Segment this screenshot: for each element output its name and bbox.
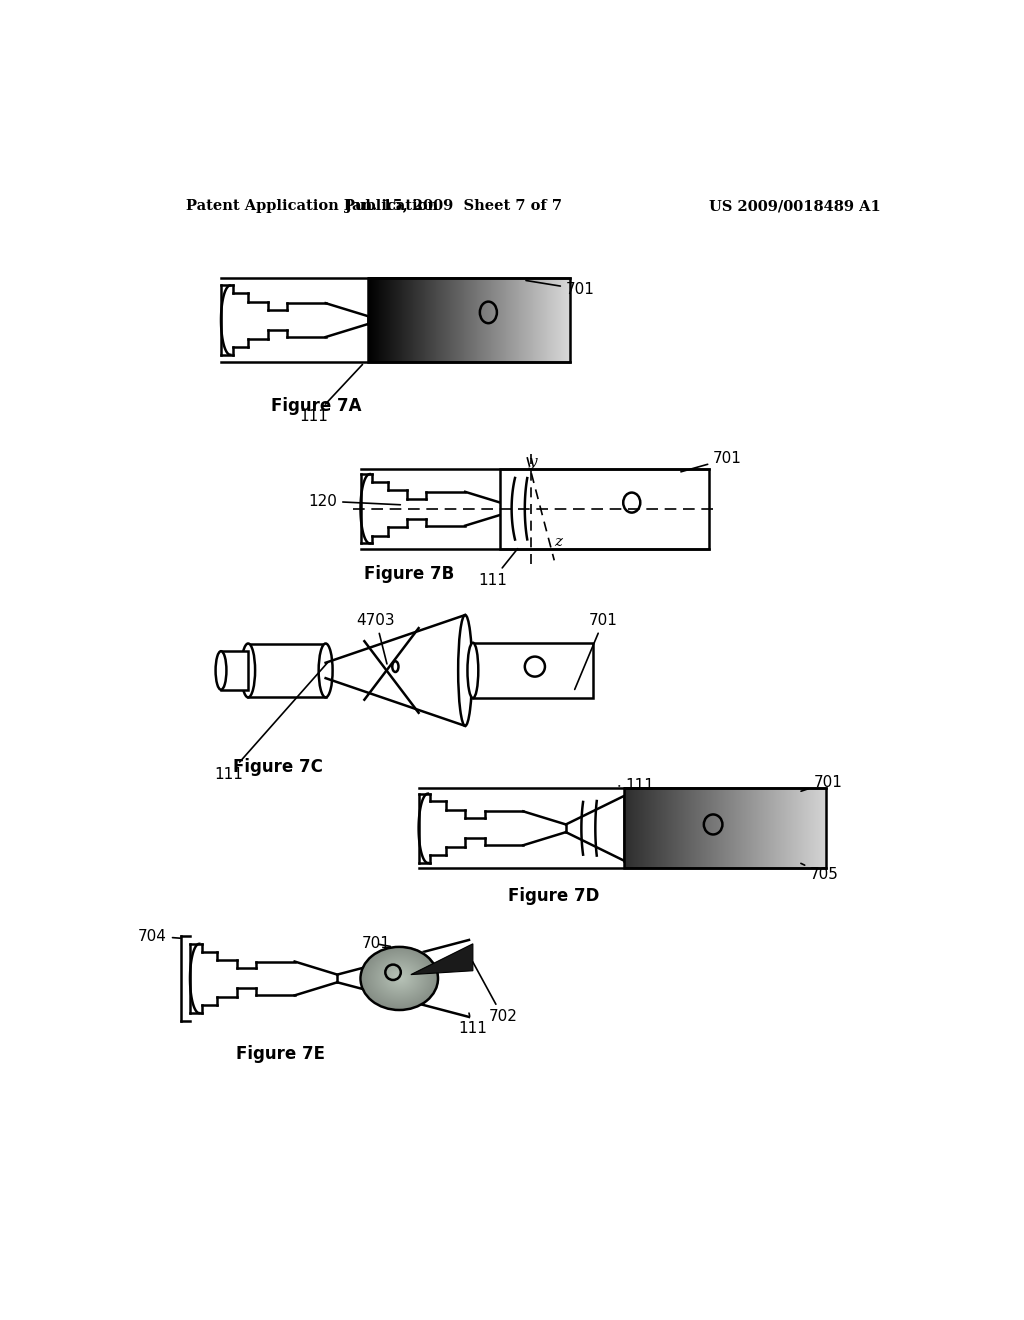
Ellipse shape — [241, 644, 255, 697]
Ellipse shape — [467, 643, 478, 698]
Text: Jan. 15, 2009  Sheet 7 of 7: Jan. 15, 2009 Sheet 7 of 7 — [345, 199, 562, 213]
Bar — [624, 788, 825, 869]
Text: y: y — [528, 455, 537, 470]
Text: 701: 701 — [526, 281, 595, 297]
Text: 4703: 4703 — [356, 612, 395, 664]
Text: 705: 705 — [801, 863, 839, 882]
Bar — [221, 651, 248, 689]
Text: US 2009/0018489 A1: US 2009/0018489 A1 — [709, 199, 881, 213]
Text: Figure 7D: Figure 7D — [508, 887, 599, 906]
Text: Figure 7B: Figure 7B — [365, 565, 455, 583]
Text: 111: 111 — [459, 1014, 487, 1036]
Polygon shape — [411, 944, 473, 974]
Text: 111: 111 — [214, 663, 328, 781]
Ellipse shape — [318, 644, 333, 697]
Bar — [500, 469, 710, 549]
Text: Patent Application Publication: Patent Application Publication — [186, 199, 438, 213]
Text: 701: 701 — [574, 612, 618, 689]
Ellipse shape — [216, 651, 226, 689]
Text: 701: 701 — [361, 936, 390, 952]
Bar — [473, 643, 593, 698]
Text: z: z — [554, 535, 562, 549]
Text: Figure 7A: Figure 7A — [271, 397, 361, 416]
Text: 701: 701 — [801, 775, 843, 791]
Text: 702: 702 — [473, 962, 517, 1024]
Bar — [248, 644, 326, 697]
Text: 704: 704 — [138, 928, 180, 944]
Text: Figure 7C: Figure 7C — [232, 758, 323, 776]
Bar — [369, 277, 569, 363]
Text: Figure 7E: Figure 7E — [237, 1045, 326, 1063]
Text: 111: 111 — [478, 549, 518, 587]
Text: 111: 111 — [620, 779, 654, 793]
Text: 120: 120 — [308, 494, 400, 508]
Text: 111: 111 — [300, 364, 362, 424]
Text: 701: 701 — [681, 451, 742, 471]
